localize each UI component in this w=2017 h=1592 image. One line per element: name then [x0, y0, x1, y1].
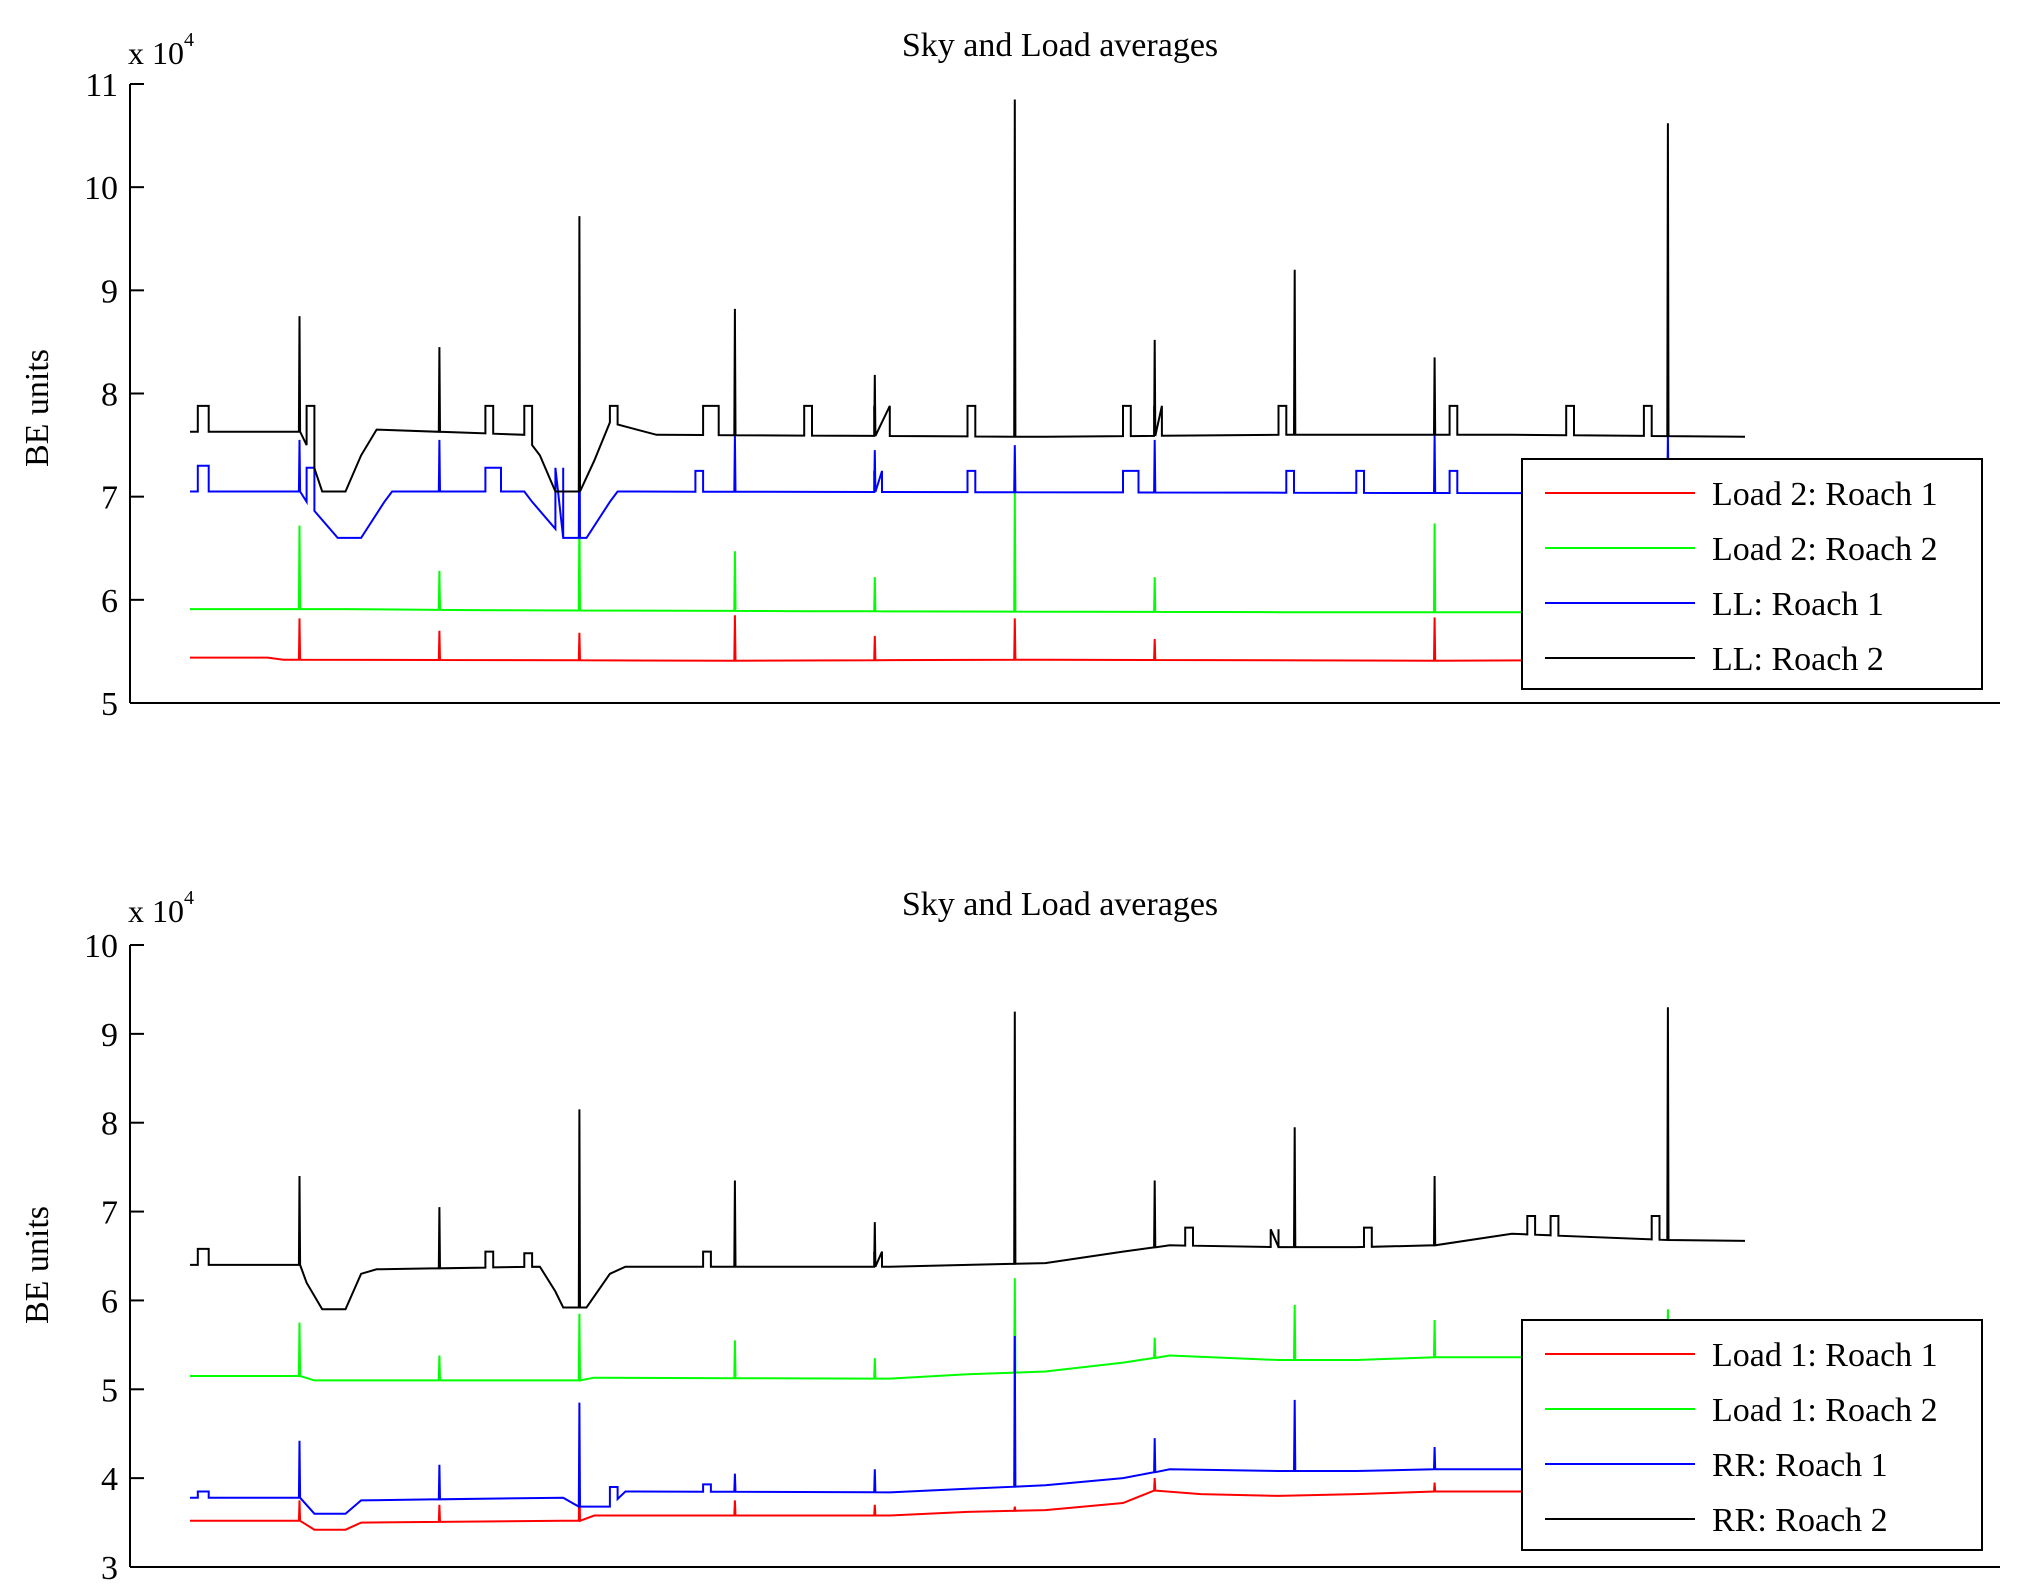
- legend-label: RR: Roach 2: [1712, 1502, 1888, 1539]
- chart-title: Sky and Load averages: [902, 27, 1218, 64]
- y-tick-label: 5: [101, 1372, 118, 1409]
- series-line: [190, 1007, 1746, 1311]
- legend-entry: Load 1: Roach 2: [1545, 1392, 1938, 1429]
- exponent-label: x 10 4: [128, 887, 194, 929]
- y-tick-label: 10: [84, 928, 118, 965]
- legend-box: [1521, 458, 1983, 690]
- legend-entry: Load 1: Roach 1: [1545, 1337, 1938, 1374]
- exponent-power: 4: [184, 887, 194, 909]
- series-line: [190, 99, 1746, 493]
- legend-label: Load 2: Roach 1: [1712, 476, 1938, 513]
- legend-box: [1521, 1319, 1983, 1551]
- y-tick-label: 6: [101, 583, 118, 620]
- legend-label: LL: Roach 1: [1712, 586, 1884, 623]
- y-ticks: 3 4 5 6 7 8 9 10: [84, 928, 144, 1587]
- chart-panel-top: Sky and Load averages BE units x 10 4 5 6…: [19, 27, 2000, 723]
- legend-entry: LL: Roach 2: [1545, 641, 1884, 678]
- y-axis-label: BE units: [19, 349, 56, 467]
- y-tick-label: 9: [101, 273, 118, 310]
- series-line: [190, 615, 1746, 662]
- series-lines: [190, 1007, 1746, 1531]
- exponent-base: x 10: [128, 893, 184, 929]
- series-line: [190, 403, 1746, 539]
- y-tick-label: 5: [101, 686, 118, 723]
- y-tick-label: 8: [101, 377, 118, 414]
- y-axis-label: BE units: [19, 1206, 56, 1324]
- exponent-power: 4: [184, 29, 194, 51]
- legend-label: Load 1: Roach 1: [1712, 1337, 1938, 1374]
- series-line: [190, 491, 1745, 614]
- y-ticks: 5 6 7 8 9 10 11: [84, 67, 144, 723]
- exponent-label: x 10 4: [128, 29, 194, 71]
- legend-label: Load 1: Roach 2: [1712, 1392, 1938, 1429]
- y-tick-label: 9: [101, 1017, 118, 1054]
- series-lines: [190, 99, 1746, 662]
- y-tick-label: 6: [101, 1283, 118, 1320]
- legend: Load 2: Roach 1 Load 2: Roach 2 LL: Roac…: [1521, 458, 1983, 690]
- y-tick-label: 4: [101, 1461, 118, 1498]
- legend-entry: LL: Roach 1: [1545, 586, 1884, 623]
- series-line: [190, 1278, 1745, 1382]
- legend: Load 1: Roach 1 Load 1: Roach 2 RR: Roac…: [1521, 1319, 1983, 1551]
- legend-entry: Load 2: Roach 2: [1545, 531, 1938, 568]
- y-tick-label: 3: [101, 1550, 118, 1587]
- chart-title: Sky and Load averages: [902, 886, 1218, 923]
- legend-label: LL: Roach 2: [1712, 641, 1884, 678]
- legend-label: RR: Roach 1: [1712, 1447, 1888, 1484]
- y-tick-label: 8: [101, 1106, 118, 1143]
- series-line: [190, 1335, 1745, 1515]
- y-tick-label: 11: [85, 67, 118, 104]
- series-line: [190, 1478, 1745, 1531]
- y-tick-label: 7: [101, 1195, 118, 1232]
- legend-entry: RR: Roach 1: [1545, 1447, 1888, 1484]
- exponent-base: x 10: [128, 35, 184, 71]
- chart-panel-bottom: Sky and Load averages BE units x 10 4 3 4…: [19, 886, 2000, 1587]
- legend-entry: RR: Roach 2: [1545, 1502, 1888, 1539]
- legend-label: Load 2: Roach 2: [1712, 531, 1938, 568]
- y-tick-label: 7: [101, 480, 118, 517]
- legend-entry: Load 2: Roach 1: [1545, 476, 1938, 513]
- y-tick-label: 10: [84, 170, 118, 207]
